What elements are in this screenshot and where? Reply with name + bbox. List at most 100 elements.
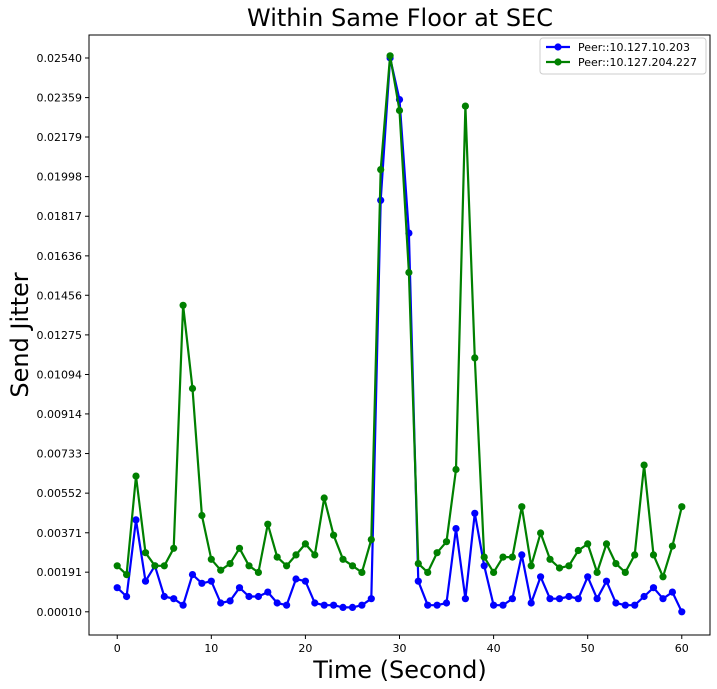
- y-axis-label: Send Jitter: [6, 272, 34, 397]
- data-point: [301, 577, 309, 585]
- data-point: [555, 595, 564, 603]
- y-tick-label: 0.01636: [37, 250, 83, 263]
- data-point: [433, 549, 441, 557]
- y-tick-label: 0.00371: [37, 527, 83, 540]
- data-point: [480, 553, 488, 561]
- data-point: [254, 568, 262, 577]
- legend-label: Peer::10.127.204.227: [578, 56, 697, 69]
- data-point: [358, 601, 366, 609]
- data-point: [330, 531, 338, 539]
- data-point: [612, 560, 620, 568]
- data-point: [367, 595, 375, 603]
- x-tick-label: 20: [298, 642, 312, 655]
- data-point: [593, 595, 601, 603]
- data-point: [537, 529, 545, 537]
- data-point: [640, 592, 648, 601]
- legend-box: [539, 37, 707, 75]
- data-point: [245, 562, 253, 570]
- data-point: [339, 603, 347, 612]
- y-axis: 0.00010 0.00191 0.00371 0.00552 0.00733 0.009…: [37, 52, 89, 619]
- data-point: [217, 566, 225, 574]
- data-point: [537, 573, 545, 581]
- data-point: [113, 584, 121, 592]
- data-point: [621, 568, 629, 577]
- y-tick-label: 0.01275: [37, 329, 83, 342]
- data-point: [207, 555, 215, 563]
- data-point: [518, 551, 526, 559]
- data-point: [480, 562, 488, 570]
- data-point: [490, 568, 498, 577]
- data-point: [612, 599, 620, 607]
- data-point: [555, 564, 564, 572]
- data-point: [508, 595, 516, 603]
- data-point: [405, 268, 413, 277]
- data-point: [442, 599, 451, 607]
- data-point: [198, 511, 206, 520]
- data-point: [471, 509, 479, 517]
- data-point: [452, 465, 460, 474]
- data-point: [188, 571, 197, 579]
- data-point: [367, 536, 375, 544]
- series-layer: [113, 52, 686, 616]
- data-point: [565, 562, 573, 570]
- data-point: [123, 592, 131, 601]
- x-tick-label: 0: [114, 642, 121, 655]
- data-point: [198, 579, 206, 587]
- x-axis: 0 10 20 30 40 50 60: [114, 635, 689, 655]
- data-point: [245, 592, 253, 601]
- data-point: [565, 592, 573, 601]
- data-point: [179, 301, 187, 309]
- data-point: [273, 599, 281, 607]
- data-point: [264, 588, 272, 596]
- data-point: [668, 588, 677, 596]
- data-point: [254, 592, 262, 601]
- data-point: [433, 601, 441, 609]
- data-point: [330, 601, 338, 609]
- data-point: [602, 577, 611, 585]
- data-point: [546, 595, 554, 603]
- data-point: [348, 562, 357, 570]
- data-point: [640, 461, 648, 469]
- data-point: [141, 577, 150, 585]
- data-point: [668, 542, 677, 550]
- data-point: [659, 595, 667, 603]
- x-tick-label: 40: [487, 642, 501, 655]
- data-point: [151, 562, 159, 570]
- y-tick-label: 0.00010: [37, 606, 83, 619]
- data-point: [301, 540, 309, 548]
- data-point: [414, 577, 422, 585]
- data-point: [424, 568, 432, 577]
- data-point: [584, 540, 592, 548]
- data-point: [132, 516, 140, 524]
- data-point: [461, 102, 469, 110]
- data-point: [574, 595, 582, 603]
- data-point: [273, 553, 281, 561]
- data-point: [621, 601, 629, 609]
- data-point: [678, 608, 686, 616]
- data-point: [602, 540, 611, 548]
- data-point: [283, 601, 291, 609]
- data-point: [452, 525, 460, 533]
- data-point: [631, 551, 639, 559]
- y-tick-label: 0.00191: [37, 566, 83, 579]
- data-point: [471, 354, 479, 362]
- data-point: [546, 555, 554, 563]
- data-point: [527, 562, 535, 570]
- y-tick-label: 0.01817: [37, 210, 83, 223]
- data-point: [292, 575, 300, 583]
- data-point: [292, 551, 300, 559]
- data-point: [235, 544, 244, 552]
- series-2: [113, 52, 686, 581]
- y-tick-label: 0.01094: [37, 369, 83, 382]
- data-point: [377, 166, 385, 174]
- y-tick-label: 0.02540: [37, 52, 83, 65]
- data-point: [499, 601, 507, 609]
- data-point: [442, 538, 451, 546]
- data-point: [226, 597, 234, 605]
- data-point: [414, 560, 422, 568]
- chart-title: Within Same Floor at SEC: [247, 4, 553, 32]
- data-point: [170, 595, 178, 603]
- data-point: [649, 584, 658, 592]
